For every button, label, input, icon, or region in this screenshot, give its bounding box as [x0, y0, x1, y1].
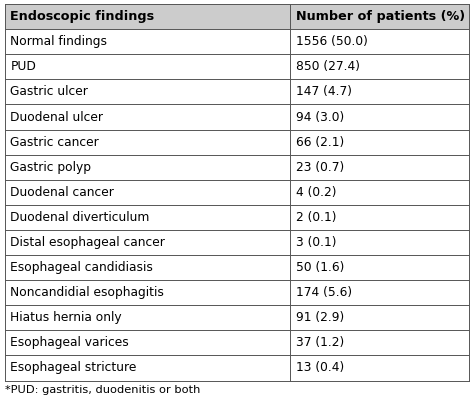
Bar — [291, 105, 469, 129]
Text: Normal findings: Normal findings — [10, 35, 108, 48]
Text: 2 (0.1): 2 (0.1) — [296, 211, 337, 224]
Text: 37 (1.2): 37 (1.2) — [296, 337, 344, 349]
Text: 50 (1.6): 50 (1.6) — [296, 261, 345, 274]
Text: 850 (27.4): 850 (27.4) — [296, 60, 360, 73]
Text: Gastric ulcer: Gastric ulcer — [10, 85, 88, 98]
Text: 23 (0.7): 23 (0.7) — [296, 161, 344, 174]
Text: Esophageal candidiasis: Esophageal candidiasis — [10, 261, 153, 274]
Bar — [291, 79, 469, 105]
Text: Noncandidial esophagitis: Noncandidial esophagitis — [10, 286, 164, 299]
Bar — [291, 355, 469, 381]
Bar — [291, 330, 469, 355]
Text: 4 (0.2): 4 (0.2) — [296, 186, 337, 199]
Bar — [5, 4, 291, 29]
Bar — [5, 79, 291, 105]
Bar — [291, 155, 469, 180]
Text: Gastric cancer: Gastric cancer — [10, 136, 99, 149]
Text: Hiatus hernia only: Hiatus hernia only — [10, 311, 122, 324]
Text: 94 (3.0): 94 (3.0) — [296, 111, 344, 123]
Text: Duodenal cancer: Duodenal cancer — [10, 186, 114, 199]
Bar — [5, 180, 291, 205]
Bar — [291, 230, 469, 255]
Text: Distal esophageal cancer: Distal esophageal cancer — [10, 236, 165, 249]
Text: 3 (0.1): 3 (0.1) — [296, 236, 337, 249]
Bar — [291, 205, 469, 230]
Bar — [5, 255, 291, 280]
Bar — [5, 305, 291, 330]
Bar — [5, 129, 291, 155]
Text: Endoscopic findings: Endoscopic findings — [10, 10, 155, 23]
Text: PUD: PUD — [10, 60, 36, 73]
Bar — [5, 155, 291, 180]
Text: *PUD: gastritis, duodenitis or both: *PUD: gastritis, duodenitis or both — [5, 385, 200, 395]
Text: 174 (5.6): 174 (5.6) — [296, 286, 352, 299]
Text: Esophageal varices: Esophageal varices — [10, 337, 129, 349]
Bar — [291, 54, 469, 79]
Bar — [291, 4, 469, 29]
Bar — [5, 54, 291, 79]
Text: 147 (4.7): 147 (4.7) — [296, 85, 352, 98]
Text: Duodenal diverticulum: Duodenal diverticulum — [10, 211, 150, 224]
Bar — [291, 180, 469, 205]
Text: Esophageal stricture: Esophageal stricture — [10, 361, 137, 374]
Text: 91 (2.9): 91 (2.9) — [296, 311, 344, 324]
Text: 1556 (50.0): 1556 (50.0) — [296, 35, 368, 48]
Bar — [5, 205, 291, 230]
Bar — [291, 255, 469, 280]
Bar — [5, 230, 291, 255]
Bar — [291, 280, 469, 305]
Bar — [291, 305, 469, 330]
Bar — [5, 330, 291, 355]
Text: Duodenal ulcer: Duodenal ulcer — [10, 111, 103, 123]
Text: 66 (2.1): 66 (2.1) — [296, 136, 344, 149]
Text: Number of patients (%): Number of patients (%) — [296, 10, 465, 23]
Bar — [5, 280, 291, 305]
Bar — [5, 29, 291, 54]
Bar — [5, 105, 291, 129]
Bar — [291, 29, 469, 54]
Text: 13 (0.4): 13 (0.4) — [296, 361, 344, 374]
Bar — [291, 129, 469, 155]
Bar — [5, 355, 291, 381]
Text: Gastric polyp: Gastric polyp — [10, 161, 91, 174]
